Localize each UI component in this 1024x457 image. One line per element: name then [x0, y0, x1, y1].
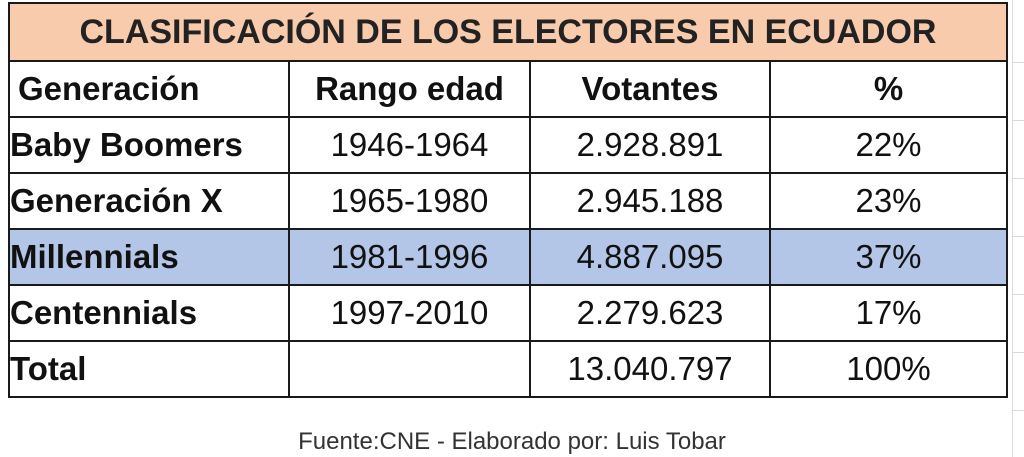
- age-range-cell: 1946-1964: [288, 116, 531, 174]
- column-header-percent: %: [769, 60, 1008, 118]
- column-header-rango-edad: Rango edad: [288, 60, 531, 118]
- generation-cell: Generación X: [8, 172, 290, 230]
- percent-cell: 23%: [769, 172, 1008, 230]
- table-title: CLASIFICACIÓN DE LOS ELECTORES EN ECUADO…: [8, 2, 1008, 62]
- percent-cell: 37%: [769, 228, 1008, 286]
- generation-cell: Baby Boomers: [8, 116, 290, 174]
- voters-cell: 4.887.095: [529, 228, 771, 286]
- percent-cell: 22%: [769, 116, 1008, 174]
- column-header-votantes: Votantes: [529, 60, 771, 118]
- voters-cell: 2.928.891: [529, 116, 771, 174]
- column-header-generacion: Generación: [8, 60, 290, 118]
- generation-cell: Centennials: [8, 284, 290, 342]
- sheet-gridline: [1012, 410, 1024, 411]
- electors-table: CLASIFICACIÓN DE LOS ELECTORES EN ECUADO…: [8, 2, 1008, 398]
- sheet-gridline: [1012, 178, 1024, 179]
- header-row: Generación Rango edad Votantes %: [8, 60, 1008, 118]
- total-percent-cell: 100%: [769, 340, 1008, 398]
- age-range-cell: 1997-2010: [288, 284, 531, 342]
- voters-cell: 2.945.188: [529, 172, 771, 230]
- title-row: CLASIFICACIÓN DE LOS ELECTORES EN ECUADO…: [8, 2, 1008, 62]
- table-row: Centennials 1997-2010 2.279.623 17%: [8, 284, 1008, 342]
- total-voters-cell: 13.040.797: [529, 340, 771, 398]
- source-footer: Fuente:CNE - Elaborado por: Luis Tobar: [298, 428, 726, 455]
- table-row: Generación X 1965-1980 2.945.188 23%: [8, 172, 1008, 230]
- table-row: Baby Boomers 1946-1964 2.928.891 22%: [8, 116, 1008, 174]
- percent-cell: 17%: [769, 284, 1008, 342]
- total-age-range-cell: [288, 340, 531, 398]
- sheet-gridline: [1012, 236, 1024, 237]
- sheet-gridline: [1012, 120, 1024, 121]
- total-row: Total 13.040.797 100%: [8, 340, 1008, 398]
- age-range-cell: 1965-1980: [288, 172, 531, 230]
- table-row-highlighted: Millennials 1981-1996 4.887.095 37%: [8, 228, 1008, 286]
- total-label-cell: Total: [8, 340, 290, 398]
- age-range-cell: 1981-1996: [288, 228, 531, 286]
- sheet-gridline: [1012, 352, 1024, 353]
- generation-cell: Millennials: [8, 228, 290, 286]
- sheet-gridline: [1012, 0, 1024, 457]
- voters-cell: 2.279.623: [529, 284, 771, 342]
- sheet-gridline: [1012, 294, 1024, 295]
- sheet-gridline: [1012, 62, 1024, 63]
